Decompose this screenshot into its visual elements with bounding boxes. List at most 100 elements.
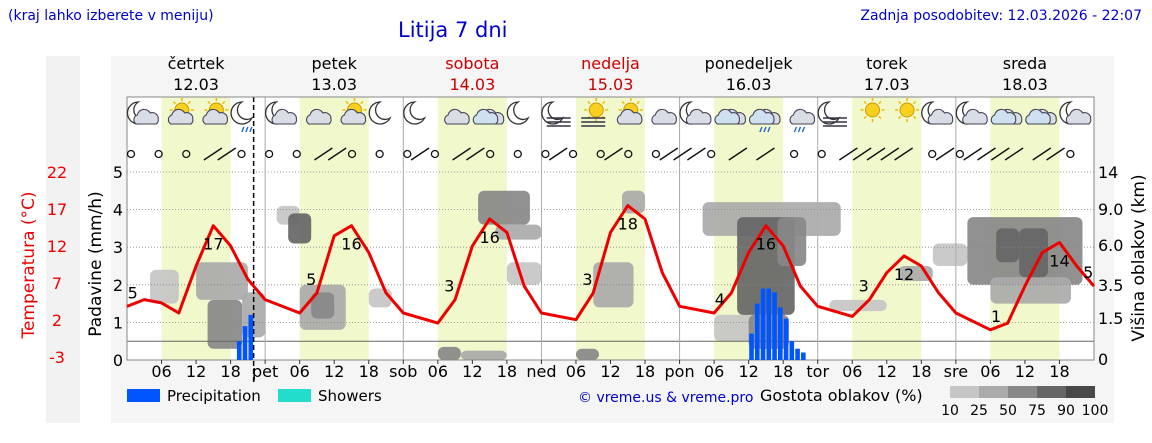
sun-ray: [863, 115, 867, 120]
x-tick-label: 18: [635, 362, 655, 381]
x-tick-label: 12: [877, 362, 897, 381]
wind-calm-marker: [568, 149, 578, 159]
wind-calm-marker: [624, 149, 633, 159]
wind-barb: [894, 147, 913, 161]
wind-calm-marker: [928, 149, 937, 159]
wind-calm-marker: [154, 149, 163, 159]
x-tick-label: 12: [738, 362, 758, 381]
sun-ray: [345, 100, 349, 105]
rain-drop: [241, 126, 245, 133]
wind-calm-marker: [541, 149, 550, 159]
cloud-density-swatch: [950, 386, 979, 398]
wind-calm-marker: [403, 149, 412, 159]
rain-drop: [763, 126, 767, 133]
x-tick-label: 06: [289, 362, 309, 381]
precip-tick-label: 4: [113, 201, 123, 220]
precip-bar: [754, 303, 760, 360]
weather-icon-moon-fog: [817, 101, 847, 127]
cloud-density-swatch: [1066, 386, 1095, 398]
x-tick-label: 18: [220, 362, 240, 381]
weather-icon-moon-cloud: [1059, 101, 1092, 125]
weather-icon-clouds: [990, 108, 1023, 125]
day-name: torek: [866, 54, 908, 73]
temp-tick-label: 22: [47, 163, 67, 182]
wind-barb: [217, 147, 237, 161]
cloud-density-tick: 90: [1057, 403, 1075, 419]
precip-tick-label: 3: [113, 238, 123, 257]
sun-ray: [207, 100, 211, 105]
x-tick-label: 12: [324, 362, 344, 381]
cloud-cover-area: [1019, 228, 1048, 278]
page-title: Litija 7 dni: [398, 18, 508, 42]
weather-icon-moon: [403, 101, 427, 125]
x-tick-label: 18: [359, 362, 379, 381]
sun-ray: [636, 100, 640, 105]
rain-drop: [759, 126, 763, 133]
weather-icon-moon-cloud: [126, 101, 159, 125]
precip-bar: [795, 348, 800, 360]
sun-ray: [621, 100, 625, 105]
sun-ray: [912, 100, 917, 105]
x-tick-label: 18: [497, 362, 517, 381]
wind-calm-marker: [596, 149, 605, 159]
day-date: 18.03: [1002, 75, 1048, 94]
sun-ray: [898, 115, 902, 120]
cloud-cover-area: [996, 228, 1020, 263]
precip-tick-label: 2: [113, 276, 123, 295]
x-tick-label: 12: [600, 362, 620, 381]
precip-tick-label: 5: [113, 163, 123, 182]
cloud-icon: [714, 108, 740, 125]
x-tick-label: 12: [1015, 362, 1035, 381]
cloud-cover-area: [150, 269, 179, 304]
wind-barb: [327, 147, 347, 161]
height-tick-label: 1.5: [1098, 309, 1123, 328]
sun-ray: [587, 100, 591, 105]
precip-bar: [242, 326, 248, 360]
precip-bar: [760, 288, 766, 360]
cloud-cover-area: [932, 243, 968, 266]
x-tick-label: 18: [1049, 362, 1069, 381]
weather-icon-moon-cloud: [264, 101, 298, 125]
cloud-icon: [927, 108, 954, 125]
cloud-cover-area: [777, 217, 807, 266]
wind-barb: [604, 147, 623, 161]
temperature-label: 16: [341, 235, 361, 254]
weather-icon-sun-cloud: [340, 98, 367, 125]
temperature-label: 18: [618, 215, 638, 234]
cloud-icon: [340, 108, 367, 125]
wind-barb: [852, 147, 872, 161]
day-date: 15.03: [588, 75, 634, 94]
rain-drop: [249, 126, 253, 133]
x-tick-label: 06: [980, 362, 1000, 381]
sun-ray: [602, 100, 606, 105]
copyright: © vreme.us & vreme.pro: [578, 390, 753, 406]
temp-tick-label: 12: [47, 237, 67, 256]
x-tick-label: pet: [252, 362, 278, 381]
cloud-density-tick: 75: [1028, 403, 1046, 419]
cloud-cover-area: [437, 346, 461, 360]
wind-calm-marker: [430, 149, 440, 159]
precip-bar: [248, 314, 254, 360]
wind-calm-marker: [486, 149, 495, 159]
day-date: 17.03: [864, 75, 910, 94]
cloud-icon: [444, 108, 470, 125]
sun-ray: [863, 100, 867, 105]
wind-calm-marker: [651, 149, 661, 159]
temperature-label: 1: [991, 307, 1001, 326]
showers-legend-swatch: [278, 389, 311, 402]
cloud-icon: [167, 108, 194, 125]
temperature-line: [126, 204, 1096, 332]
day-name: nedelja: [581, 54, 640, 73]
cloud-icon: [651, 108, 677, 125]
weather-icon-cloud: [444, 108, 470, 125]
cloud-density-tick: 25: [970, 403, 988, 419]
x-tick-label: sre: [944, 362, 968, 381]
sun-ray: [222, 100, 226, 105]
wind-barb: [756, 147, 775, 161]
precip-bar: [789, 341, 795, 360]
cloud-cover-area: [575, 348, 599, 360]
cloud-cover-area: [288, 213, 312, 244]
temperature-label: 16: [479, 228, 499, 247]
precip-tick-label: 1: [113, 313, 123, 332]
rain-drop: [767, 126, 771, 133]
